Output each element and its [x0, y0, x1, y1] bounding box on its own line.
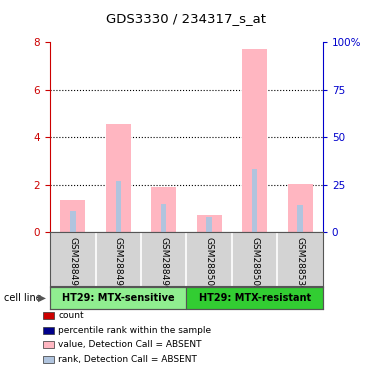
Text: HT29: MTX-sensitive: HT29: MTX-sensitive [62, 293, 175, 303]
Bar [115, 181, 121, 232]
Text: percentile rank within the sample: percentile rank within the sample [58, 326, 211, 335]
Bar [288, 184, 312, 232]
Text: cell line: cell line [4, 293, 42, 303]
Bar [252, 169, 257, 232]
Bar [242, 49, 267, 232]
Bar [70, 212, 76, 232]
Text: GSM288536: GSM288536 [296, 237, 305, 291]
Bar [151, 187, 176, 232]
Bar [106, 124, 131, 232]
Text: GSM288499: GSM288499 [159, 237, 168, 291]
Bar [297, 205, 303, 232]
Text: GSM288502: GSM288502 [250, 237, 259, 291]
Bar [197, 215, 221, 232]
Bar [60, 200, 85, 232]
Text: GSM288497: GSM288497 [114, 237, 123, 291]
Text: HT29: MTX-resistant: HT29: MTX-resistant [198, 293, 311, 303]
Bar [187, 287, 323, 309]
Text: ▶: ▶ [38, 293, 46, 303]
Bar [206, 217, 212, 232]
Text: count: count [58, 311, 84, 320]
Bar [161, 204, 167, 232]
Text: GSM288491: GSM288491 [68, 237, 77, 291]
Bar [50, 287, 187, 309]
Text: value, Detection Call = ABSENT: value, Detection Call = ABSENT [58, 340, 202, 349]
Text: rank, Detection Call = ABSENT: rank, Detection Call = ABSENT [58, 355, 197, 364]
Text: GDS3330 / 234317_s_at: GDS3330 / 234317_s_at [105, 12, 266, 25]
Text: GSM288501: GSM288501 [205, 237, 214, 291]
